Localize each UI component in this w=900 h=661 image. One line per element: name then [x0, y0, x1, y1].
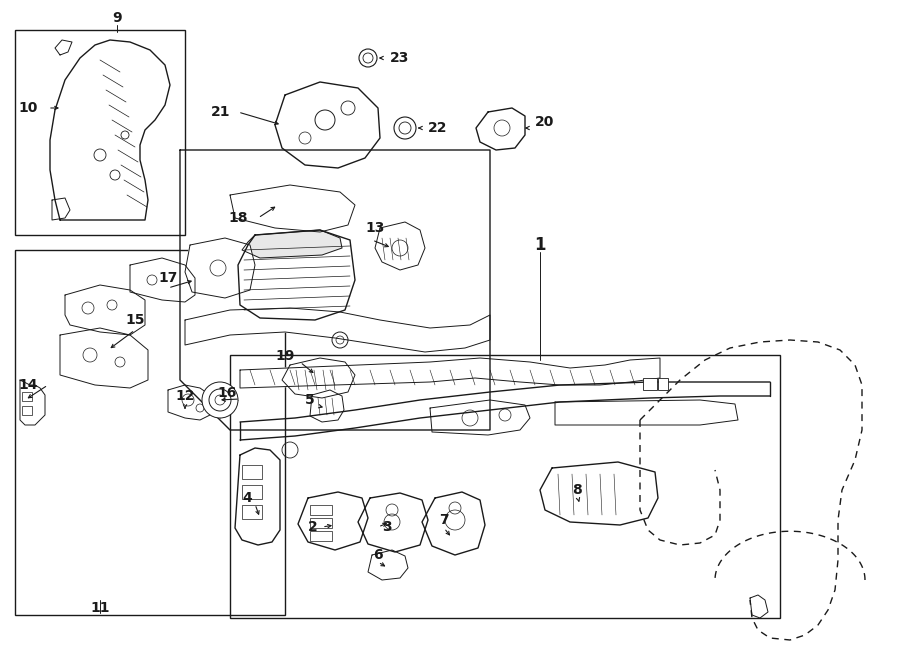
Bar	[643, 378, 657, 390]
Text: 12: 12	[176, 389, 194, 403]
Text: 8: 8	[572, 483, 581, 497]
Polygon shape	[240, 358, 660, 388]
Bar	[310, 518, 332, 528]
Polygon shape	[430, 400, 530, 435]
Text: 18: 18	[229, 211, 248, 225]
Text: 22: 22	[428, 121, 447, 135]
Bar	[15, 30, 185, 235]
Circle shape	[202, 382, 238, 418]
Polygon shape	[235, 448, 280, 545]
Text: 2: 2	[308, 520, 318, 534]
Polygon shape	[358, 493, 428, 552]
Text: 1: 1	[535, 236, 545, 254]
Polygon shape	[55, 40, 72, 55]
Bar	[242, 485, 262, 499]
Polygon shape	[282, 358, 355, 398]
Polygon shape	[298, 492, 368, 550]
Bar	[242, 465, 262, 479]
Text: 3: 3	[382, 520, 392, 534]
Text: 11: 11	[90, 601, 110, 615]
Polygon shape	[540, 462, 658, 525]
Polygon shape	[60, 328, 148, 388]
Polygon shape	[185, 308, 490, 352]
Polygon shape	[476, 108, 525, 150]
Text: 15: 15	[125, 313, 145, 327]
Text: 4: 4	[242, 491, 252, 505]
Text: 14: 14	[18, 378, 38, 392]
Bar	[310, 531, 332, 541]
Polygon shape	[65, 285, 145, 335]
Text: 9: 9	[112, 11, 122, 25]
Bar	[242, 505, 262, 519]
Text: 20: 20	[535, 115, 554, 129]
Bar	[658, 378, 668, 390]
Polygon shape	[185, 238, 255, 298]
Circle shape	[359, 49, 377, 67]
Text: 17: 17	[158, 271, 177, 285]
Text: 7: 7	[439, 513, 449, 527]
Text: 21: 21	[211, 105, 230, 119]
Text: 6: 6	[374, 548, 382, 562]
Polygon shape	[375, 222, 425, 270]
Text: 16: 16	[218, 386, 237, 400]
Polygon shape	[310, 390, 344, 422]
Polygon shape	[368, 550, 408, 580]
Bar	[22, 392, 32, 401]
Polygon shape	[555, 400, 738, 425]
Polygon shape	[422, 492, 485, 555]
Bar	[15, 250, 285, 615]
Bar	[230, 355, 780, 618]
Polygon shape	[20, 380, 45, 425]
Text: 10: 10	[18, 101, 38, 115]
Polygon shape	[50, 40, 170, 220]
Polygon shape	[130, 258, 195, 302]
Polygon shape	[242, 230, 342, 258]
Text: 19: 19	[275, 349, 295, 363]
Polygon shape	[230, 185, 355, 232]
Polygon shape	[275, 82, 380, 168]
Text: 23: 23	[390, 51, 410, 65]
Text: 5: 5	[305, 393, 315, 407]
Bar	[22, 406, 32, 415]
Circle shape	[394, 117, 416, 139]
Polygon shape	[238, 230, 355, 320]
Text: 13: 13	[365, 221, 384, 235]
Polygon shape	[52, 198, 70, 220]
Bar	[310, 505, 332, 515]
Polygon shape	[168, 385, 210, 420]
